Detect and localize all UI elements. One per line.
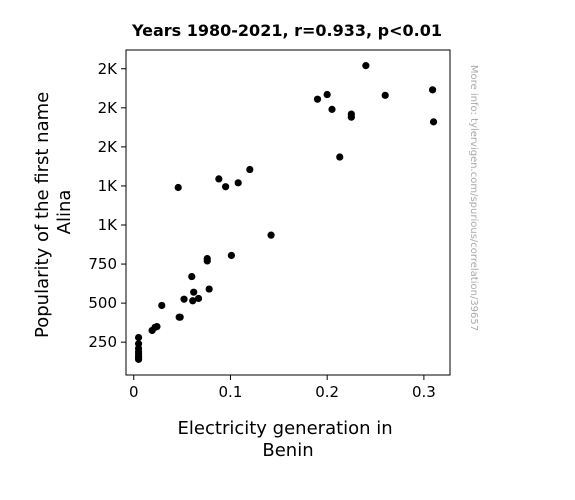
data-point bbox=[227, 251, 236, 260]
y-tick-label: 250 bbox=[88, 333, 117, 351]
data-point bbox=[215, 175, 223, 183]
data-point bbox=[180, 295, 188, 303]
data-point bbox=[381, 91, 389, 99]
y-tick-label: 2K bbox=[98, 138, 119, 156]
data-point bbox=[174, 183, 182, 192]
data-point bbox=[428, 86, 437, 94]
y-tick-label: 1K bbox=[98, 177, 119, 195]
data-point bbox=[176, 313, 184, 321]
data-point bbox=[134, 340, 143, 348]
x-axis: 0 0.1 0.2 0.3 bbox=[129, 375, 436, 401]
data-points bbox=[134, 62, 438, 363]
data-point bbox=[267, 231, 275, 239]
data-point bbox=[313, 95, 322, 103]
x-axis-label-line-1: Electricity generation in bbox=[178, 418, 393, 439]
data-point bbox=[323, 90, 331, 99]
data-point bbox=[222, 183, 230, 191]
x-axis-label: Electricity generation in Benin bbox=[178, 418, 399, 461]
data-point bbox=[246, 165, 254, 174]
data-point bbox=[336, 153, 344, 161]
y-tick-label: 500 bbox=[88, 294, 117, 312]
data-point bbox=[203, 254, 211, 263]
data-point bbox=[158, 301, 166, 310]
plot-area bbox=[125, 49, 451, 376]
y-axis: 250 500 750 1K 1K 2K 2K 2K bbox=[88, 60, 126, 351]
data-point bbox=[189, 297, 197, 305]
data-point bbox=[429, 118, 438, 126]
plot-frame bbox=[125, 49, 451, 376]
data-point bbox=[134, 333, 143, 342]
source-watermark: More info: tylervigen.com/spurious/corre… bbox=[468, 65, 479, 331]
data-point bbox=[347, 113, 355, 121]
y-axis-label-line-2: Alina bbox=[54, 190, 75, 235]
data-point bbox=[328, 105, 336, 113]
data-point bbox=[194, 294, 203, 303]
y-axis-label: Popularity of the first name Alina bbox=[32, 86, 75, 338]
y-tick-label: 2K bbox=[98, 60, 119, 78]
x-tick-label: 0.1 bbox=[219, 383, 243, 401]
y-tick-label: 750 bbox=[88, 255, 117, 273]
data-point bbox=[234, 179, 242, 187]
data-point bbox=[362, 62, 370, 70]
x-tick-label: 0 bbox=[129, 383, 139, 401]
chart-title: Years 1980-2021, r=0.933, p<0.01 bbox=[131, 21, 442, 40]
y-axis-label-line-1: Popularity of the first name bbox=[32, 92, 53, 338]
x-tick-label: 0.2 bbox=[315, 383, 339, 401]
data-point bbox=[188, 272, 196, 281]
x-tick-label: 0.3 bbox=[412, 383, 436, 401]
y-tick-label: 1K bbox=[98, 216, 119, 234]
data-point bbox=[205, 285, 213, 293]
y-tick-label: 2K bbox=[98, 99, 119, 117]
x-axis-label-line-2: Benin bbox=[262, 440, 313, 461]
data-point bbox=[153, 322, 161, 331]
data-point bbox=[190, 288, 198, 296]
